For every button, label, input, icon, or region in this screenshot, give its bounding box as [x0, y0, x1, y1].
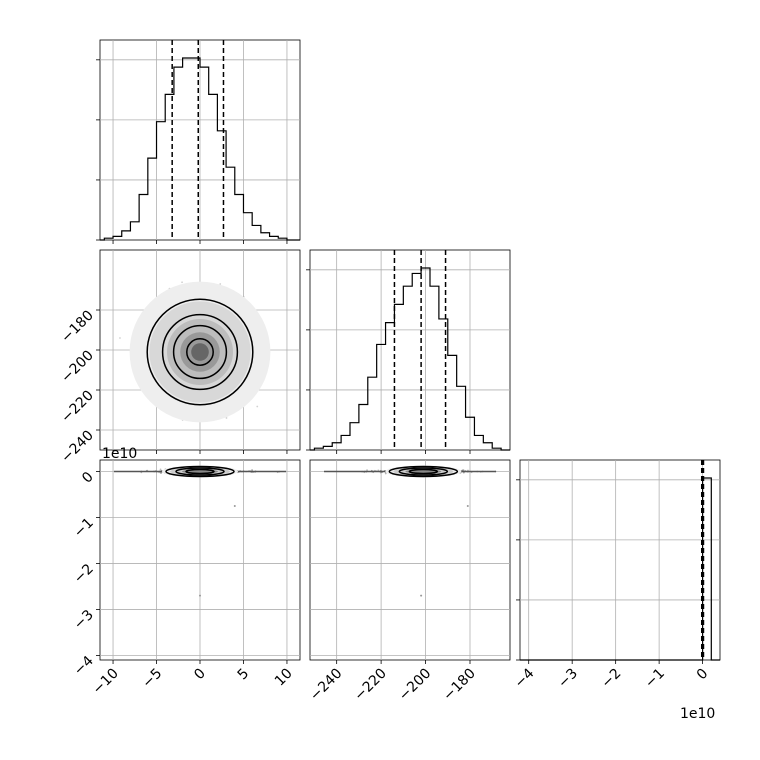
scatter-point: [384, 472, 387, 475]
y-tick-label: −3: [71, 607, 97, 633]
y-tick-label: 0: [79, 469, 97, 487]
x-tick-label: −2: [599, 666, 625, 692]
x-tick-label: −4: [512, 665, 538, 691]
panel-hist-param2: [306, 249, 511, 454]
panel-density-param2-param3: [309, 459, 511, 664]
x-tick-label: −240: [307, 666, 346, 705]
outlier-point: [420, 594, 423, 597]
y-tick-label: −240: [58, 428, 97, 467]
panel-hist-param1: [96, 39, 301, 244]
contour-line: [398, 467, 449, 476]
contour-line: [175, 467, 225, 476]
scatter-point: [366, 469, 368, 472]
contour-line: [186, 338, 214, 366]
scatter-point: [159, 468, 162, 471]
x-tick-label: −5: [139, 666, 165, 692]
contour-line: [146, 298, 254, 406]
panel-frame: [519, 459, 721, 661]
contour-line: [161, 313, 239, 391]
contour-line: [165, 465, 235, 478]
x-tick-label: 0: [191, 666, 209, 684]
x-tick-label: −220: [351, 666, 390, 705]
panel-hist-param3: [516, 459, 721, 664]
histogram-step: [310, 267, 510, 451]
outlier-point: [199, 594, 201, 597]
scatter-point: [119, 337, 121, 339]
x-tick-label: 0: [694, 666, 712, 684]
panel-frame: [309, 459, 511, 661]
y-tick-label: −200: [58, 348, 97, 387]
panel-density-param1-param2: [96, 249, 301, 454]
panel-frame: [309, 249, 511, 451]
y-tick-label: −4: [71, 653, 97, 679]
y-tick-label: −2: [71, 561, 97, 587]
outlier-point: [466, 504, 469, 507]
contour-line: [185, 468, 215, 475]
x-tick-label: −200: [396, 666, 435, 705]
outlier-point: [233, 504, 236, 507]
y-tick-label: −220: [58, 388, 97, 427]
x-tick-label: −3: [555, 666, 581, 692]
x-tick-label: 5: [235, 666, 253, 684]
scatter-point: [181, 281, 183, 284]
histogram-step: [520, 477, 720, 661]
scatter-point: [159, 471, 162, 474]
y-offset-label: 1e10: [102, 446, 137, 462]
x-tick-label: −1: [642, 666, 668, 692]
x-tick-label: 10: [272, 666, 296, 690]
x-tick-label: −180: [440, 666, 479, 705]
y-tick-label: −1: [71, 515, 97, 541]
panel-density-param1-param3: [96, 459, 301, 664]
y-tick-label: −180: [58, 308, 97, 347]
scatter-point: [225, 417, 228, 419]
contour-line: [388, 465, 459, 478]
contour-line: [172, 324, 228, 380]
scatter-point: [256, 405, 259, 408]
contour-line: [408, 468, 439, 475]
x-offset-label: 1e10: [680, 706, 715, 722]
x-tick-label: −10: [90, 666, 122, 698]
histogram-step: [100, 57, 300, 241]
density-fill: [191, 343, 209, 361]
